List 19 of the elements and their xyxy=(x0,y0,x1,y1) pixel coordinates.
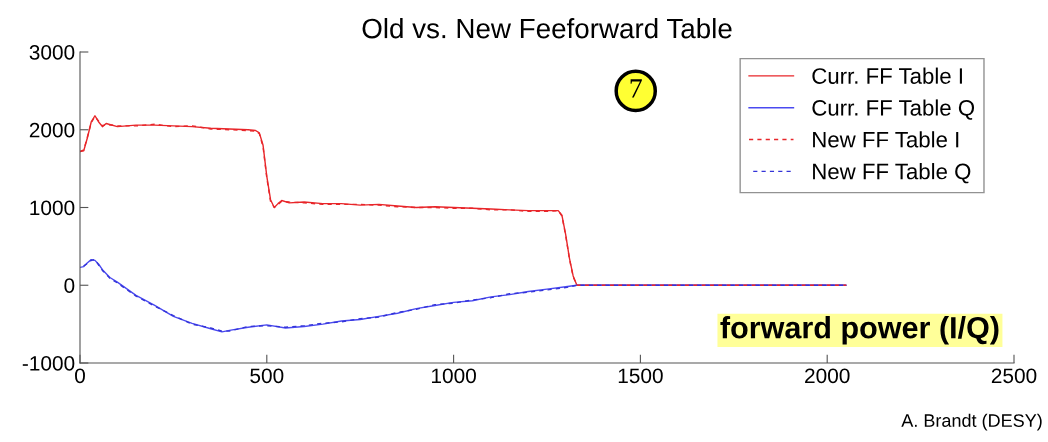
legend-label: Curr. FF Table Q xyxy=(812,99,975,120)
y-tick-label: -1000 xyxy=(22,356,75,371)
legend-label: New FF Table Q xyxy=(813,163,971,184)
x-tick-label: 2000 xyxy=(805,368,850,384)
x-tick-label: 0 xyxy=(75,368,85,384)
y-tick-label: 0 xyxy=(64,278,75,293)
x-tick-label: 1500 xyxy=(618,368,663,384)
y-tick-label: 3000 xyxy=(29,45,75,60)
x-tick-label: 500 xyxy=(250,368,284,384)
x-tick-label: 2500 xyxy=(991,368,1037,384)
chart-title: Old vs. New Feeforward Table xyxy=(362,17,732,39)
y-tick-label: 1000 xyxy=(30,200,75,216)
x-tick-label: 1000 xyxy=(432,368,476,384)
y-tick-label: 2000 xyxy=(29,122,75,138)
legend-label: New FF Table I xyxy=(813,131,959,148)
annotation: 7 xyxy=(630,79,642,98)
text: A. Brandt (DESY) xyxy=(901,413,1042,431)
legend-label: Curr. FF Table I xyxy=(812,67,962,84)
annotation: forward power (I/Q) xyxy=(720,316,999,345)
